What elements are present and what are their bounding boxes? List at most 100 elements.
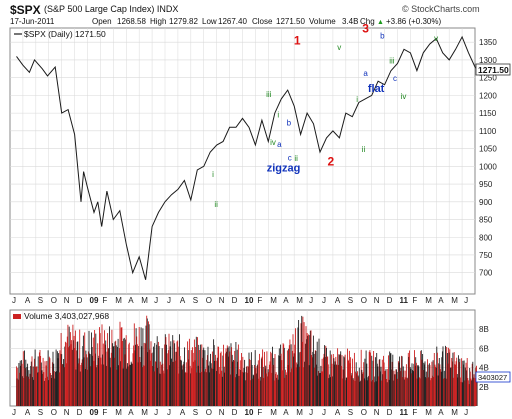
- month-tick-label: A: [438, 296, 444, 305]
- month-tick-label: M: [141, 296, 148, 305]
- month-tick-label: A: [283, 408, 289, 417]
- chg-label: Chg: [360, 17, 375, 26]
- index-name: (S&P 500 Large Cap Index) INDX: [44, 4, 178, 14]
- wave-label: 1: [294, 34, 301, 48]
- open-label: Open: [92, 17, 112, 26]
- month-tick-label: J: [12, 408, 16, 417]
- price-y-tick-label: 800: [479, 233, 493, 242]
- wave-label: b: [287, 119, 292, 128]
- volume-y-tick-label: 4B: [479, 364, 489, 373]
- last-price-label: 1271.50: [478, 65, 509, 75]
- wave-label: a: [363, 69, 368, 78]
- month-tick-label: F: [257, 408, 262, 417]
- price-y-tick-label: 850: [479, 216, 493, 225]
- month-tick-label: F: [412, 296, 417, 305]
- close-value: 1271.50: [276, 17, 305, 26]
- price-panel: 7007508008509009501000105011001150120012…: [9, 21, 511, 295]
- wave-label: c: [393, 74, 397, 83]
- price-y-tick-label: 1250: [479, 74, 497, 83]
- wave-label: i: [277, 111, 279, 120]
- month-tick-label: F: [102, 296, 107, 305]
- quote-date: 17-Jun-2011: [10, 17, 55, 26]
- month-tick-label: J: [464, 408, 468, 417]
- price-y-tick-label: 750: [479, 251, 493, 260]
- month-tick-label: 10: [245, 408, 254, 417]
- month-tick-label: M: [115, 408, 122, 417]
- month-tick-label: M: [451, 408, 458, 417]
- wave-label: iii: [389, 57, 395, 66]
- month-tick-label: J: [464, 296, 468, 305]
- wave-label: i: [212, 170, 214, 179]
- wave-label: flat: [368, 83, 385, 95]
- month-tick-label: S: [193, 296, 198, 305]
- month-tick-label: A: [283, 296, 289, 305]
- volume-last-marker: 3403027: [475, 371, 511, 383]
- month-tick-label: A: [128, 296, 134, 305]
- chg-up-arrow-icon: ▲: [377, 19, 384, 26]
- high-label: High: [150, 17, 166, 26]
- month-tick-label: 11: [400, 296, 409, 305]
- month-tick-label: M: [296, 408, 303, 417]
- price-y-tick-label: 1000: [479, 162, 497, 171]
- month-tick-label: N: [374, 296, 380, 305]
- price-grid: [10, 28, 475, 294]
- wave-label: v: [434, 34, 438, 43]
- volume-last-label: 3403027: [478, 373, 507, 382]
- volume-x-axis: J A S O N D 09 F M A M J J A S O N D 10 F M A M J J A S O N D 11 F M A M J: [12, 408, 468, 417]
- month-tick-label: M: [270, 408, 277, 417]
- month-tick-label: D: [77, 408, 83, 417]
- open-value: 1268.58: [117, 17, 146, 26]
- month-tick-label: S: [348, 296, 353, 305]
- month-tick-label: F: [412, 408, 417, 417]
- volume-panel: 2B 4B 6B 8B 3403027 Volume 3,403,027,968: [9, 309, 511, 407]
- price-y-tick-label: 1150: [479, 109, 497, 118]
- month-tick-label: 09: [90, 408, 99, 417]
- month-tick-label: A: [128, 408, 134, 417]
- month-tick-label: 11: [400, 408, 409, 417]
- month-tick-label: O: [361, 296, 367, 305]
- month-tick-label: F: [102, 408, 107, 417]
- month-tick-label: D: [232, 296, 238, 305]
- month-tick-label: M: [115, 296, 122, 305]
- last-price-marker: 1271.50: [475, 63, 511, 76]
- volume-bars: [16, 315, 478, 406]
- price-x-axis: J A S O N D 09 F M A M J J A S O N D 10 F M A M J J A S O N D 11 F M A M J: [12, 296, 468, 305]
- volume-value: 3.4B: [342, 17, 358, 26]
- month-tick-label: J: [154, 408, 158, 417]
- month-tick-label: S: [38, 408, 43, 417]
- volume-legend-label: Volume 3,403,027,968: [24, 311, 109, 321]
- last-price-box: [475, 63, 511, 76]
- wave-label: a: [277, 140, 282, 149]
- wave-label: 3: [362, 21, 369, 35]
- month-tick-label: O: [51, 408, 57, 417]
- volume-y-tick-label: 8B: [479, 325, 489, 334]
- month-tick-label: J: [322, 408, 326, 417]
- price-y-tick-label: 900: [479, 198, 493, 207]
- month-tick-label: J: [12, 296, 16, 305]
- month-tick-label: M: [296, 296, 303, 305]
- price-y-tick-label: 1050: [479, 145, 497, 154]
- symbol-title: $SPX: [10, 3, 41, 17]
- month-tick-label: M: [425, 408, 432, 417]
- volume-y-axis: 2B 4B 6B 8B: [479, 325, 489, 392]
- low-value: 1267.40: [218, 17, 247, 26]
- wave-label: c: [288, 154, 292, 163]
- wave-label: zigzag: [267, 163, 301, 175]
- month-tick-label: J: [309, 296, 313, 305]
- month-tick-label: 09: [90, 296, 99, 305]
- wave-label: iii: [266, 90, 272, 99]
- month-tick-label: A: [180, 408, 186, 417]
- month-tick-label: S: [348, 408, 353, 417]
- month-tick-label: N: [219, 296, 225, 305]
- month-tick-label: M: [451, 296, 458, 305]
- month-tick-label: J: [322, 296, 326, 305]
- month-tick-label: N: [374, 408, 380, 417]
- month-tick-label: 10: [245, 296, 254, 305]
- month-tick-label: J: [309, 408, 313, 417]
- month-tick-label: O: [361, 408, 367, 417]
- month-tick-label: D: [77, 296, 83, 305]
- price-legend-label: $SPX (Daily) 1271.50: [24, 29, 106, 39]
- price-y-tick-label: 1200: [479, 91, 497, 100]
- month-tick-label: D: [387, 408, 393, 417]
